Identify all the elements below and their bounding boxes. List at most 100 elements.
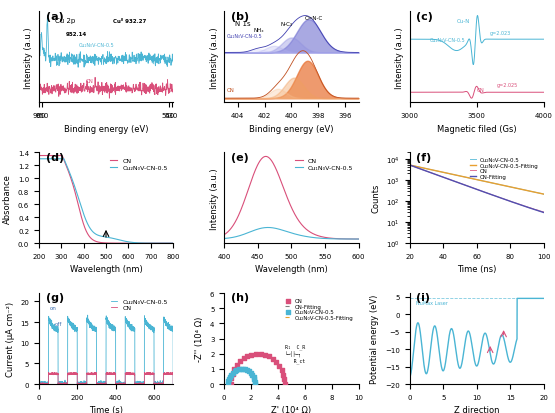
Text: on: on xyxy=(49,306,57,311)
Line: CN: CN xyxy=(39,156,173,244)
CN xyxy=(96,240,103,245)
Text: CN: CN xyxy=(227,88,235,93)
CN xyxy=(280,381,289,387)
Line: Cu₂N₀V-CN-0.5: Cu₂N₀V-CN-0.5 xyxy=(39,316,173,388)
Cu₁N₀V-CN-0.5 xyxy=(265,225,271,230)
X-axis label: Magnetic filed (Gs): Magnetic filed (Gs) xyxy=(437,124,517,133)
CN-Fitting xyxy=(406,163,413,168)
CN-Fitting xyxy=(275,361,281,366)
Cu₁N₀V-CN-0.5 xyxy=(301,234,307,239)
Text: g=2.025: g=2.025 xyxy=(497,83,518,88)
CN xyxy=(265,353,274,360)
Cu₁N₀V-CN-0.5 xyxy=(355,237,362,242)
Cu₂N₀V-CN-0.5-Fitting xyxy=(234,367,241,372)
Line: CN: CN xyxy=(39,373,173,386)
Cu₂N₀V-CN-0.5 xyxy=(225,375,234,382)
Cu₂N₀V-CN-0.5 xyxy=(36,157,42,162)
X-axis label: Binding energy (eV): Binding energy (eV) xyxy=(64,124,148,133)
Cu₂N₀V-CN-0.5 xyxy=(115,380,122,385)
CN-Fitting xyxy=(281,382,288,387)
Cu₂N₀V-CN-0.5-Fitting xyxy=(422,166,429,171)
Text: NuMax Laser: NuMax Laser xyxy=(416,300,448,305)
Cu₂N₀V-CN-0.5-Fitting xyxy=(504,184,511,189)
Cu₂N₀V-CN-0.5-Fitting xyxy=(225,378,232,383)
Line: CN: CN xyxy=(410,166,544,213)
Text: Cu-N: Cu-N xyxy=(457,19,470,24)
Y-axis label: Current (μA cm⁻²): Current (μA cm⁻²) xyxy=(6,301,14,376)
Cu₂N₀V-CN-0.5 xyxy=(243,367,252,374)
Line: Cu₂N₀V-CN-0.5: Cu₂N₀V-CN-0.5 xyxy=(410,166,544,195)
CN xyxy=(256,351,265,357)
Cu₂N₀V-CN-0.5 xyxy=(137,241,143,246)
CN xyxy=(491,194,497,199)
CN xyxy=(343,237,350,242)
X-axis label: Binding energy (eV): Binding energy (eV) xyxy=(249,124,334,133)
Cu₂N₀V-CN-0.5-Fitting xyxy=(450,173,457,178)
CN xyxy=(36,154,42,159)
Cu₂N₀V-CN-0.5 xyxy=(246,370,255,376)
X-axis label: Wavelength (nm): Wavelength (nm) xyxy=(69,265,143,274)
Cu₂N₀V-CN-0.5 xyxy=(250,378,259,385)
Cu₂N₀V-CN-0.5 xyxy=(241,366,250,373)
Cu₂N₀V-CN-0.5 xyxy=(36,379,42,384)
Cu₂N₀V-CN-0.5 xyxy=(226,371,235,378)
Text: 952.14: 952.14 xyxy=(65,32,87,37)
Cu₁N₀V-CN-0.5 xyxy=(301,234,308,239)
Cu₂N₀V-CN-0.5-Fitting xyxy=(225,382,231,387)
CN xyxy=(103,370,110,375)
CN-Fitting xyxy=(422,169,429,174)
Cu₂N₀V-CN-0.5 xyxy=(503,184,510,189)
Text: Cu₂N₀V-CN-0.5: Cu₂N₀V-CN-0.5 xyxy=(79,43,115,48)
CN-Fitting xyxy=(255,351,261,356)
Cu₂N₀V-CN-0.5 xyxy=(170,382,176,387)
Line: Cu₂N₀V-CN-0.5: Cu₂N₀V-CN-0.5 xyxy=(39,159,173,244)
Legend: CN, Cu₂N₀V-CN-0.5: CN, Cu₂N₀V-CN-0.5 xyxy=(107,156,170,173)
Text: (d): (d) xyxy=(46,152,64,162)
Cu₂N₀V-CN-0.5 xyxy=(422,166,429,171)
Text: (g): (g) xyxy=(46,293,64,303)
Cu₂N₀V-CN-0.5 xyxy=(224,378,233,385)
Line: CN-Fitting: CN-Fitting xyxy=(410,166,544,213)
Text: (a): (a) xyxy=(46,12,63,21)
CN xyxy=(301,226,308,231)
Cu₂N₀V-CN-0.5 xyxy=(84,313,91,318)
Cu₂N₀V-CN-0.5 xyxy=(225,373,234,380)
Cu₂N₀V-CN-0.5 xyxy=(59,157,66,162)
CN-Fitting xyxy=(228,375,235,380)
Text: CN: CN xyxy=(477,88,485,93)
Legend: Cu₂N₀V-CN-0.5, CN: Cu₂N₀V-CN-0.5, CN xyxy=(108,297,170,313)
CN xyxy=(227,375,236,382)
CN-Fitting xyxy=(491,194,497,199)
Y-axis label: Intensity (a.u.): Intensity (a.u.) xyxy=(24,27,33,88)
Y-axis label: Potential energy (eV): Potential energy (eV) xyxy=(370,294,380,383)
Y-axis label: Intensity (a.u.): Intensity (a.u.) xyxy=(210,27,219,88)
CN xyxy=(239,355,248,362)
CN xyxy=(251,351,260,357)
Text: R₁  C_R
└─┤├─┐
   R_ct: R₁ C_R └─┤├─┐ R_ct xyxy=(285,344,305,363)
Cu₂N₀V-CN-0.5-Fitting xyxy=(460,175,466,180)
Cu₂N₀V-CN-0.5 xyxy=(170,241,176,246)
Text: Cu 2p: Cu 2p xyxy=(55,18,75,24)
CN-Fitting xyxy=(228,382,234,387)
CN-Fitting xyxy=(460,183,466,188)
CN xyxy=(280,376,289,382)
Cu₂N₀V-CN-0.5-Fitting xyxy=(252,382,259,387)
CN xyxy=(263,154,269,159)
Cu₂N₀V-CN-0.5 xyxy=(239,366,248,373)
CN xyxy=(450,179,457,184)
Text: C=N-C: C=N-C xyxy=(305,16,323,21)
Text: Cu₂N₀V-CN-0.5: Cu₂N₀V-CN-0.5 xyxy=(227,34,263,39)
CN xyxy=(159,381,166,386)
CN xyxy=(99,381,105,386)
Legend: CN, Cu₁N₀V-CN-0.5: CN, Cu₁N₀V-CN-0.5 xyxy=(292,156,355,173)
CN-Fitting xyxy=(276,365,283,370)
Line: Cu₁N₀V-CN-0.5: Cu₁N₀V-CN-0.5 xyxy=(224,228,359,240)
Legend: CN, CN-Fitting, Cu₂N₀V-CN-0.5, Cu₂N₀V-CN-0.5-Fitting: CN, CN-Fitting, Cu₂N₀V-CN-0.5, Cu₂N₀V-CN… xyxy=(282,296,356,322)
Cu₂N₀V-CN-0.5 xyxy=(251,381,260,387)
CN xyxy=(70,184,77,189)
CN-Fitting xyxy=(541,211,547,216)
Cu₂N₀V-CN-0.5 xyxy=(236,366,245,373)
Cu₂N₀V-CN-0.5-Fitting xyxy=(249,373,256,378)
Cu₂N₀V-CN-0.5-Fitting xyxy=(225,380,231,385)
Cu₁N₀V-CN-0.5 xyxy=(343,237,350,242)
